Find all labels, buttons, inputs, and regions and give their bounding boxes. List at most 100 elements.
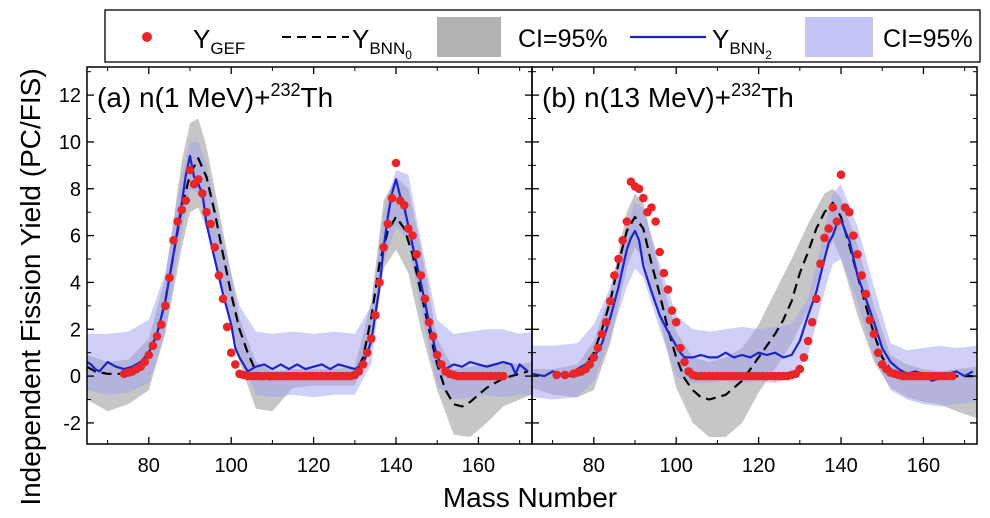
gef-point bbox=[845, 207, 854, 217]
gef-point bbox=[226, 348, 236, 358]
gef-point bbox=[639, 193, 648, 203]
gef-point bbox=[383, 219, 393, 229]
gef-point bbox=[680, 357, 689, 367]
gef-point bbox=[404, 224, 413, 233]
gef-point bbox=[202, 207, 211, 217]
gef-point bbox=[824, 224, 833, 233]
gef-point bbox=[194, 175, 203, 184]
panel-label: (b) n(13 MeV)+232Th bbox=[542, 80, 794, 113]
x-tick-label: 120 bbox=[297, 455, 330, 477]
x-tick-label: 160 bbox=[462, 455, 495, 477]
gef-point bbox=[420, 294, 430, 304]
x-axis-label: Mass Number bbox=[443, 482, 617, 513]
ci-band-bnn2 bbox=[87, 141, 532, 400]
gef-point bbox=[647, 203, 656, 212]
gef-point bbox=[663, 285, 673, 294]
gef-point bbox=[614, 254, 623, 264]
x-tick-label: 140 bbox=[379, 455, 412, 477]
gef-point bbox=[198, 189, 207, 198]
gef-point bbox=[428, 332, 438, 341]
plot-area bbox=[532, 170, 977, 437]
legend-bnn0-label: YBNN0 bbox=[352, 24, 412, 62]
x-tick-label: 140 bbox=[824, 455, 857, 477]
y-tick-label: 6 bbox=[70, 226, 81, 248]
gef-point bbox=[432, 350, 442, 360]
gef-point bbox=[812, 294, 821, 304]
gef-point bbox=[799, 353, 809, 362]
ci-band-bnn0 bbox=[87, 118, 532, 437]
gef-point bbox=[849, 231, 858, 240]
y-tick-label: -2 bbox=[63, 413, 81, 435]
gef-point bbox=[214, 271, 224, 280]
x-tick-label: 80 bbox=[583, 455, 605, 477]
legend-gef-label: YGEF bbox=[193, 24, 245, 58]
gef-point bbox=[816, 259, 825, 269]
legend-ci0-label: CI=95% bbox=[518, 25, 608, 53]
gef-point bbox=[676, 343, 685, 353]
y-tick-label: 4 bbox=[70, 272, 81, 294]
series-bnn2-line bbox=[532, 218, 974, 382]
gef-point bbox=[379, 243, 389, 252]
legend: YGEF YBNN0 CI=95% YBNN2 CI=95% bbox=[104, 9, 981, 63]
gef-point bbox=[836, 170, 846, 179]
gef-point bbox=[165, 273, 174, 283]
x-tick-label: 100 bbox=[660, 455, 693, 477]
gef-point bbox=[412, 250, 421, 259]
ci-band-bnn2 bbox=[532, 184, 977, 407]
y-tick-label: 12 bbox=[59, 85, 81, 107]
gef-point bbox=[869, 329, 879, 339]
gef-point bbox=[651, 217, 660, 226]
gef-point bbox=[832, 217, 842, 226]
gef-point bbox=[795, 364, 805, 374]
x-tick-label: 120 bbox=[742, 455, 775, 477]
gef-point bbox=[667, 306, 677, 315]
gef-point bbox=[144, 350, 154, 360]
legend-gef-marker bbox=[142, 32, 152, 42]
axes-frame bbox=[531, 66, 978, 445]
gef-point bbox=[140, 357, 149, 367]
gef-point bbox=[560, 370, 570, 380]
gef-point bbox=[853, 250, 862, 259]
panel-a: 80 100 120 140 160 -2 0 2 4 6 8 10 12 (a) n(1 MeV)+23… bbox=[59, 66, 533, 477]
gef-point bbox=[177, 205, 187, 215]
gef-point bbox=[807, 317, 817, 327]
gef-point bbox=[597, 329, 607, 339]
gef-point bbox=[185, 165, 195, 175]
gef-point bbox=[828, 203, 838, 212]
gef-point bbox=[655, 247, 664, 257]
gef-point bbox=[948, 371, 957, 381]
gef-point bbox=[231, 360, 240, 369]
y-tick-label: 10 bbox=[59, 132, 81, 154]
legend-ci2-swatch bbox=[805, 17, 873, 57]
gef-point bbox=[437, 360, 446, 369]
gef-point bbox=[585, 360, 594, 369]
gef-point bbox=[865, 315, 875, 325]
gef-point bbox=[601, 317, 611, 327]
gef-point bbox=[206, 219, 215, 229]
gef-point bbox=[387, 193, 397, 203]
panel-label: (a) n(1 MeV)+232Th bbox=[97, 80, 333, 113]
x-tick-label: 100 bbox=[215, 455, 248, 477]
gef-point bbox=[156, 320, 166, 329]
gef-point bbox=[181, 196, 191, 205]
gef-point bbox=[552, 370, 561, 380]
gef-point bbox=[424, 317, 434, 327]
gef-point bbox=[391, 158, 401, 168]
gef-point bbox=[362, 348, 372, 358]
series-bnn2-line bbox=[87, 154, 529, 375]
gef-point bbox=[618, 236, 627, 245]
gef-point bbox=[408, 231, 417, 240]
panel-b: 80 100 120 140 160 (b) n(13 MeV)+232Th bbox=[531, 66, 978, 477]
gef-point bbox=[622, 217, 632, 226]
legend-ci0-swatch bbox=[437, 17, 501, 57]
y-tick-label: 0 bbox=[70, 366, 81, 388]
gef-point bbox=[367, 334, 376, 343]
gef-point bbox=[173, 217, 182, 226]
gef-point bbox=[589, 353, 599, 362]
panels: 80 100 120 140 160 -2 0 2 4 6 8 10 12 (a) n(1 MeV)+23… bbox=[59, 66, 978, 477]
gef-point bbox=[222, 322, 232, 332]
gef-point bbox=[358, 360, 368, 369]
gef-point bbox=[152, 332, 162, 341]
y-tick-label: 8 bbox=[70, 179, 81, 201]
